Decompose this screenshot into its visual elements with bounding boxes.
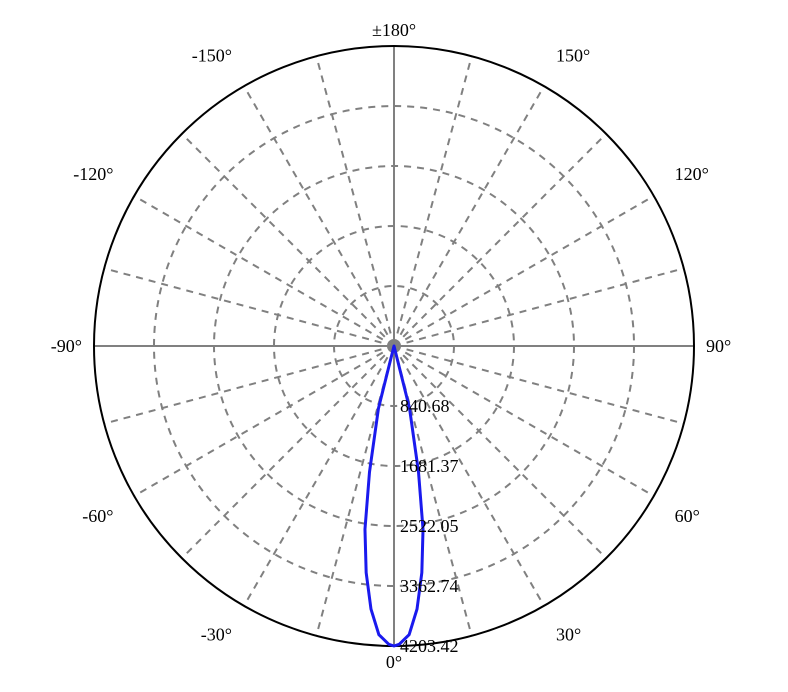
polar-chart-svg: 0°30°60°90°120°150°±180°-150°-120°-90°-6… <box>0 0 788 692</box>
radial-label: 1681.37 <box>400 456 459 476</box>
angle-label: 90° <box>706 336 731 356</box>
radial-label: 2522.05 <box>400 516 459 536</box>
angle-label: -30° <box>201 625 232 645</box>
radial-label: 840.68 <box>400 396 450 416</box>
polar-chart: 0°30°60°90°120°150°±180°-150°-120°-90°-6… <box>0 0 788 692</box>
angle-label: 120° <box>675 164 709 184</box>
angle-label: -90° <box>51 336 82 356</box>
radial-label: 3362.74 <box>400 576 459 596</box>
angle-label: 150° <box>556 45 590 65</box>
radial-label: 4203.42 <box>400 636 459 656</box>
angle-label: 30° <box>556 625 581 645</box>
angle-label: -150° <box>192 45 232 65</box>
angle-label: -120° <box>73 164 113 184</box>
angle-label: -60° <box>82 506 113 526</box>
angle-label: 60° <box>675 506 700 526</box>
angle-label: ±180° <box>372 20 416 40</box>
